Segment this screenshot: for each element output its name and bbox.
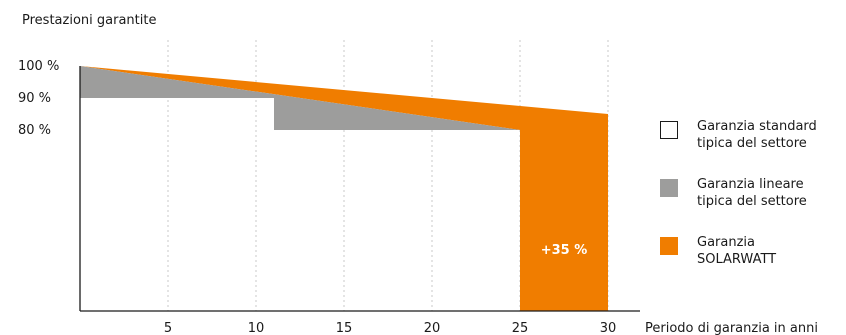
legend-item-solarwatt: Garanzia SOLARWATT (660, 234, 846, 270)
x-tick-20: 20 (424, 321, 441, 335)
x-tick-15: 15 (336, 321, 353, 335)
legend-swatch-solarwatt (660, 237, 678, 255)
legend-item-linear: Garanzia lineare tipica del settore (660, 176, 846, 212)
y-tick-90: 90 % (18, 91, 51, 106)
x-tick-30: 30 (600, 321, 617, 335)
x-tick-5: 5 (164, 321, 172, 335)
legend-label-standard: Garanzia standard tipica del settore (697, 119, 817, 151)
x-tick-25: 25 (512, 321, 529, 335)
legend: Garanzia standard tipica del settore Gar… (660, 118, 846, 292)
tick-labels: 5 10 15 20 25 30 100 % 90 % 80 % (18, 59, 616, 335)
annotations: +35 % (541, 243, 588, 258)
y-tick-80: 80 % (18, 123, 51, 138)
legend-item-standard: Garanzia standard tipica del settore (660, 118, 846, 154)
legend-label-solarwatt: Garanzia SOLARWATT (697, 235, 777, 267)
x-tick-10: 10 (248, 321, 265, 335)
legend-swatch-standard (660, 121, 678, 139)
area-linear (80, 66, 520, 130)
legend-label-linear: Garanzia lineare tipica del settore (697, 177, 807, 209)
y-axis-label: Prestazioni garantite (22, 13, 156, 28)
y-tick-100: 100 % (18, 59, 59, 74)
x-axis-label: Periodo di garanzia in anni (645, 321, 818, 335)
area-solarwatt (80, 66, 608, 311)
chart-areas (80, 66, 608, 311)
legend-swatch-linear (660, 179, 678, 197)
chart-axes (79, 66, 640, 312)
annotation-plus35: +35 % (541, 243, 588, 258)
